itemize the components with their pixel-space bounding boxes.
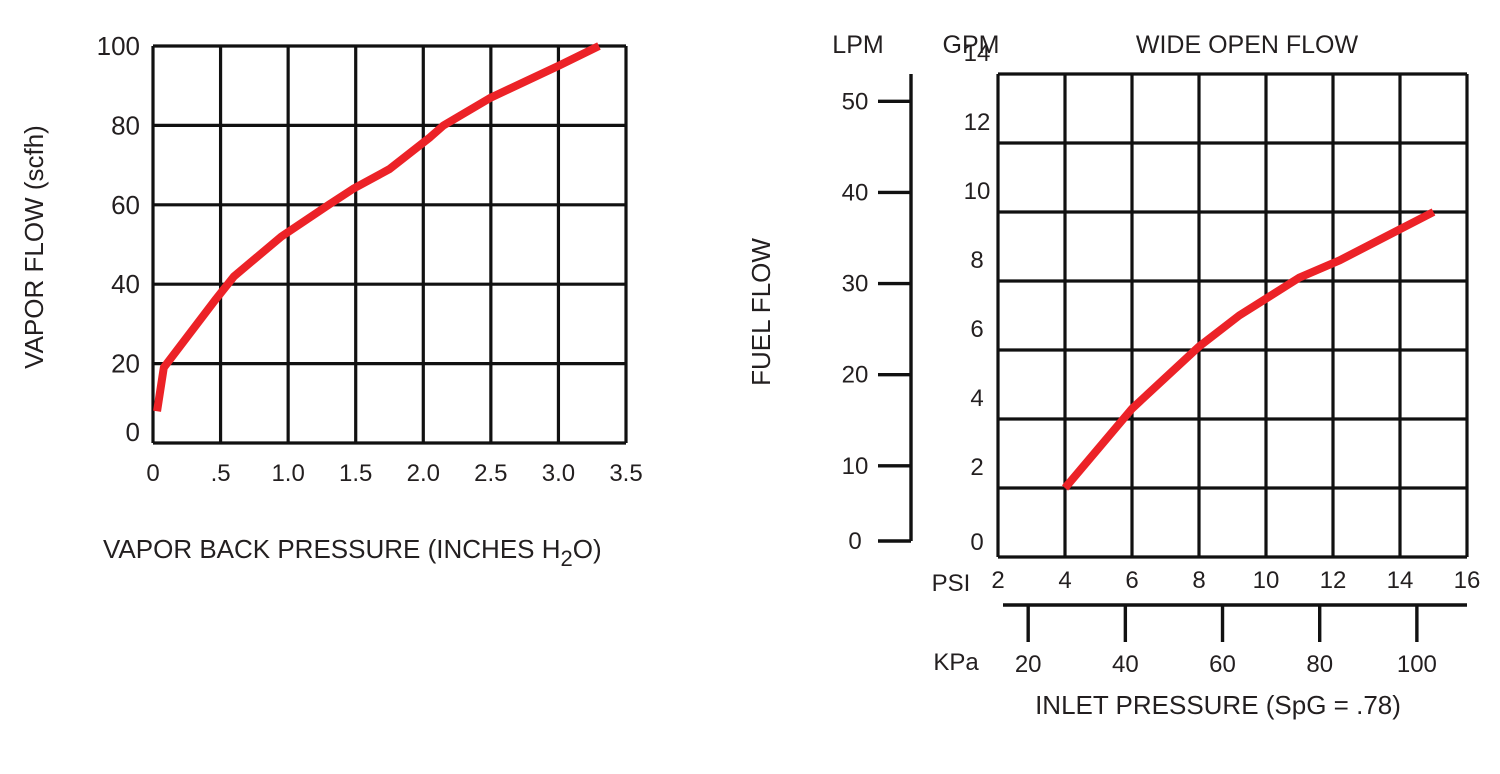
gpm-axis-title: GPM xyxy=(943,31,1000,59)
kpa-axis-label: KPa xyxy=(933,649,979,676)
gpm-y-ticks: 0 2 4 6 8 10 12 14 xyxy=(964,40,991,556)
vapor-flow-curve xyxy=(153,42,601,412)
vapor-flow-y-ticks: 0 20 40 60 80 100 xyxy=(97,31,140,447)
psi-x-tick-label: 10 xyxy=(1253,567,1280,594)
gpm-y-tick-label: 10 xyxy=(964,178,991,205)
vapor-x-tick-label: 3.5 xyxy=(609,460,642,487)
gpm-y-tick-label: 2 xyxy=(970,454,983,481)
vapor-flow-x-ticks: 0 .5 1.0 1.5 2.0 2.5 3.0 3.5 xyxy=(146,460,642,487)
psi-x-tick-label: 4 xyxy=(1058,567,1071,594)
x-axis-label-subscript: 2 xyxy=(561,546,573,571)
psi-x-tick-label: 6 xyxy=(1125,567,1138,594)
kpa-tick-label: 100 xyxy=(1397,651,1437,678)
vapor-x-tick-label: 1.5 xyxy=(339,460,372,487)
fuel-flow-chart: LPM GPM WIDE OPEN FLOW FUEL FLOW 0102030… xyxy=(746,31,1480,720)
vapor-y-tick-label: 100 xyxy=(97,31,140,61)
psi-x-tick-label: 12 xyxy=(1320,567,1347,594)
x-axis-label-main: VAPOR BACK PRESSURE (INCHES H xyxy=(103,534,561,564)
vapor-y-tick-label: 0 xyxy=(126,417,140,447)
kpa-tick-label: 80 xyxy=(1306,651,1333,678)
psi-x-tick-label: 2 xyxy=(991,567,1004,594)
vapor-y-tick-label: 20 xyxy=(111,349,140,379)
gpm-y-tick-label: 4 xyxy=(970,385,983,412)
gpm-y-tick-label: 14 xyxy=(964,40,991,67)
psi-x-tick-label: 16 xyxy=(1454,567,1481,594)
lpm-tick-label: 30 xyxy=(842,271,869,298)
vapor-y-tick-label: 80 xyxy=(111,110,140,140)
vapor-flow-y-axis-label: VAPOR FLOW (scfh) xyxy=(19,125,49,369)
gpm-y-tick-label: 0 xyxy=(970,529,983,556)
fuel-flow-y-axis-label: FUEL FLOW xyxy=(746,238,776,386)
lpm-axis-title: LPM xyxy=(832,31,883,59)
vapor-x-tick-label: 3.0 xyxy=(542,460,575,487)
vapor-y-tick-label: 60 xyxy=(111,190,140,220)
lpm-tick-label: 50 xyxy=(842,88,869,115)
kpa-tick-label: 40 xyxy=(1112,651,1139,678)
psi-x-ticks: 2 4 6 8 10 12 14 16 xyxy=(991,567,1480,594)
psi-x-tick-label: 14 xyxy=(1387,567,1414,594)
lpm-axis: 0 10 20 30 40 50 xyxy=(842,74,913,555)
lpm-tick-label: 20 xyxy=(842,362,869,389)
wide-open-flow-title: WIDE OPEN FLOW xyxy=(1136,31,1359,59)
vapor-y-tick-label: 40 xyxy=(111,269,140,299)
lpm-tick-label: 40 xyxy=(842,179,869,206)
fuel-flow-grid xyxy=(996,72,1469,559)
lpm-tick-label: 0 xyxy=(848,528,861,555)
kpa-axis: 20 40 60 80 100 xyxy=(1003,603,1467,678)
vapor-x-tick-label: .5 xyxy=(211,460,231,487)
gpm-y-tick-label: 12 xyxy=(964,109,991,136)
vapor-flow-grid xyxy=(151,44,628,445)
vapor-flow-x-axis-label: VAPOR BACK PRESSURE (INCHES H2O) xyxy=(103,534,602,571)
vapor-flow-chart: 0 20 40 60 80 100 0 .5 1.0 1.5 2.0 2.5 3.0 3.5 VAPOR… xyxy=(19,31,643,571)
inlet-pressure-axis-label: INLET PRESSURE (SpG = .78) xyxy=(1035,690,1401,720)
vapor-x-tick-label: 1.0 xyxy=(271,460,304,487)
psi-x-tick-label: 8 xyxy=(1192,567,1205,594)
x-axis-label-end: O) xyxy=(573,534,602,564)
vapor-x-tick-label: 2.0 xyxy=(407,460,440,487)
vapor-x-tick-label: 0 xyxy=(146,460,159,487)
lpm-tick-label: 10 xyxy=(842,453,869,480)
kpa-tick-label: 20 xyxy=(1015,651,1042,678)
psi-axis-label: PSI xyxy=(932,570,971,597)
gpm-y-tick-label: 6 xyxy=(970,316,983,343)
vapor-x-tick-label: 2.5 xyxy=(474,460,507,487)
gpm-y-tick-label: 8 xyxy=(970,247,983,274)
kpa-tick-label: 60 xyxy=(1209,651,1236,678)
fuel-flow-curve xyxy=(1061,208,1436,491)
